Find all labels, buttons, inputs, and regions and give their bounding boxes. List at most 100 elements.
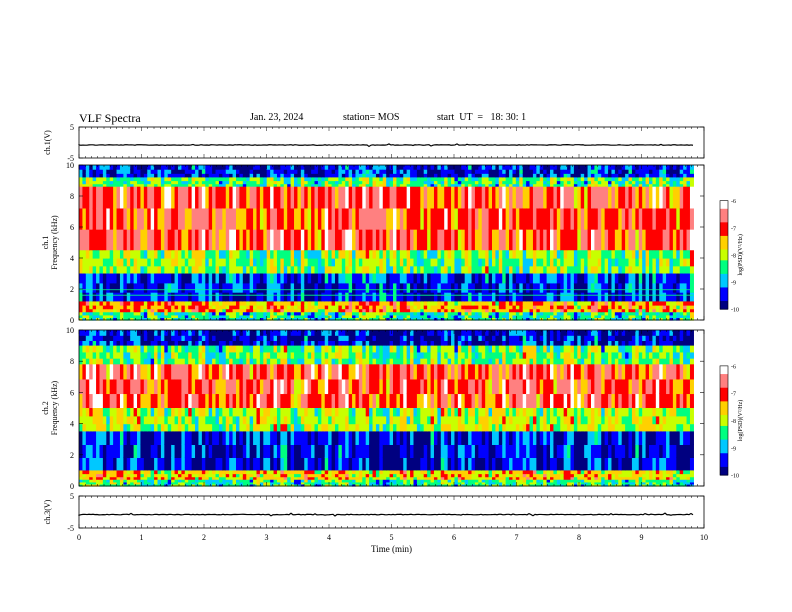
spectrogram-cell: [423, 207, 428, 230]
spectrogram-cell: [96, 476, 101, 481]
spectrogram-cell: [137, 470, 142, 475]
spectrogram-cell: [464, 305, 469, 310]
spectrogram-cell: [85, 431, 90, 445]
spectrogram-cell: [164, 292, 169, 302]
spectrogram-cell: [239, 186, 244, 209]
spectrogram-cell: [594, 250, 599, 259]
spectrogram-cell: [348, 207, 353, 230]
spectrogram-cell: [669, 312, 674, 316]
spectrogram-cell: [512, 177, 517, 182]
spectrogram-cell: [113, 265, 118, 275]
spectrogram-cell: [689, 282, 694, 293]
spectrogram-cell: [560, 308, 565, 313]
spectrogram-cell: [188, 476, 193, 481]
spectrogram-cell: [270, 173, 275, 178]
spectrogram-cell: [208, 169, 213, 174]
spectrogram-cell: [485, 183, 490, 188]
spectrogram-cell: [454, 250, 459, 259]
spectrogram-cell: [130, 483, 135, 487]
spectrogram-cell: [218, 165, 223, 170]
spectrogram-cell: [393, 173, 398, 178]
spectrogram-cell: [283, 273, 288, 284]
spectrogram-cell: [461, 165, 466, 170]
spectrogram-cell: [362, 308, 367, 313]
spectrogram-cell: [266, 169, 271, 174]
spectrogram-cell: [416, 173, 421, 178]
spectrogram-cell: [427, 314, 432, 319]
spectrogram-cell: [181, 258, 186, 267]
spectrogram-cell: [492, 169, 497, 174]
spectrogram-cell: [188, 207, 193, 230]
panel-frame: [78, 126, 705, 159]
spectrogram-cell: [215, 180, 220, 185]
spectrogram-cell: [253, 173, 258, 178]
spectrogram-cell: [440, 165, 445, 170]
spectrogram-cell: [307, 265, 312, 275]
spectrogram-cell: [290, 165, 295, 170]
spectrogram-cell: [427, 282, 432, 293]
spectrogram-cell: [375, 173, 380, 178]
spectrogram-cell: [341, 312, 346, 316]
spectrogram-cell: [437, 312, 442, 316]
spectrogram-cell: [154, 345, 159, 353]
spectrogram-cell: [649, 317, 654, 321]
spectrogram-cell: [119, 457, 124, 471]
spectrogram-cell: [358, 180, 363, 185]
spectrogram-cell: [133, 292, 138, 302]
spectrogram-cell: [218, 305, 223, 310]
spectrogram-cell: [638, 314, 643, 319]
colorbar-cell: [720, 241, 728, 245]
spectrogram-cell: [655, 305, 660, 310]
spectrogram-cell: [338, 173, 343, 178]
spectrogram-cell: [645, 177, 650, 182]
spectrogram-cell: [532, 308, 537, 313]
spectrogram-cell: [406, 177, 411, 182]
spectrogram-cell: [642, 301, 647, 306]
spectrogram-cell: [137, 444, 142, 458]
spectrogram-cell: [590, 186, 595, 209]
spectrogram-cell: [652, 314, 657, 319]
spectrogram-cell: [222, 250, 227, 259]
spectrogram-cell: [355, 305, 360, 310]
spectrogram-cell: [423, 273, 428, 284]
spectrogram-cell: [113, 483, 118, 487]
spectrogram-cell: [154, 250, 159, 259]
spectrogram-cell: [143, 351, 148, 359]
spectrogram-cell: [208, 273, 213, 284]
spectrogram-cell: [113, 479, 118, 483]
spectrogram-cell: [652, 308, 657, 313]
spectrogram-cell: [676, 180, 681, 185]
spectrogram-cell: [137, 408, 142, 417]
spectrogram-cell: [229, 258, 234, 267]
spectrogram-cell: [638, 301, 643, 306]
spectrogram-cell: [205, 173, 210, 178]
spectrogram-cell: [560, 169, 565, 174]
spectrogram-cell: [683, 229, 688, 251]
spectrogram-cell: [580, 207, 585, 230]
spectrogram-cell: [157, 173, 162, 178]
spectrogram-cell: [232, 183, 237, 188]
spectrogram-cell: [177, 229, 182, 251]
spectrogram-cell: [529, 169, 534, 174]
spectrogram-cell: [164, 314, 169, 319]
spectrogram-cell: [266, 292, 271, 302]
spectrogram-cell: [454, 180, 459, 185]
spectrogram-cell: [195, 301, 200, 306]
spectrogram-cell: [222, 305, 227, 310]
spectrogram-cell: [236, 180, 241, 185]
spectrogram-cell: [457, 207, 462, 230]
spectrogram-cell: [184, 444, 189, 458]
spectrogram-cell: [109, 473, 114, 478]
spectrogram-cell: [154, 173, 159, 178]
spectrogram-cell: [174, 317, 179, 321]
spectrogram-cell: [294, 250, 299, 259]
spectrogram-cell: [423, 186, 428, 209]
station-label: station= MOS: [343, 112, 400, 123]
spectrogram-cell: [215, 169, 220, 174]
spectrogram-cell: [539, 165, 544, 170]
spectrogram-cell: [266, 301, 271, 306]
spectrogram-cell: [300, 258, 305, 267]
spectrogram-cell: [348, 169, 353, 174]
spectrogram-cell: [577, 250, 582, 259]
spectrogram-cell: [420, 250, 425, 259]
